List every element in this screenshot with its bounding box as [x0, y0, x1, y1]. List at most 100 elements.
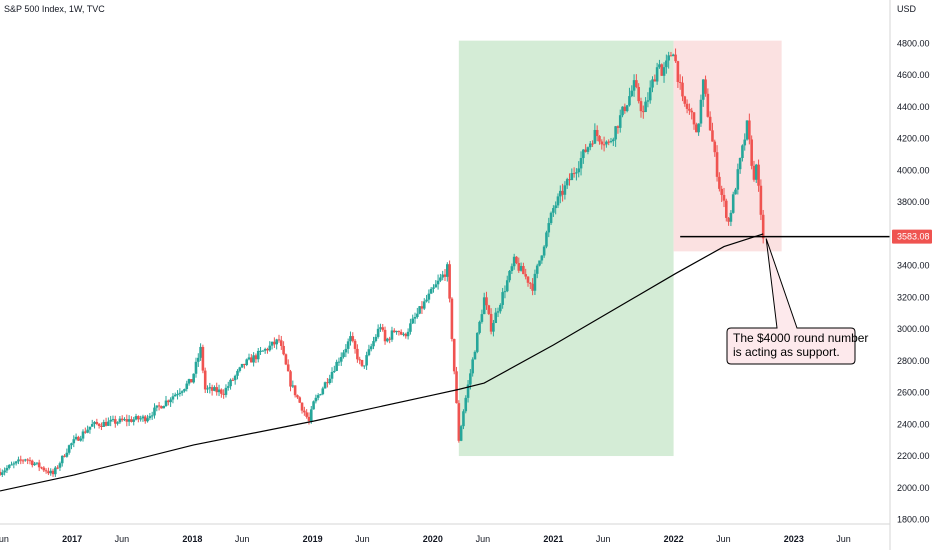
candle: [137, 415, 140, 423]
callout-text: The $4000 round number: [733, 331, 868, 345]
moving-average-line: [0, 233, 764, 492]
candle: [213, 385, 216, 392]
candle: [28, 457, 32, 465]
candle: [754, 163, 758, 183]
candle: [434, 280, 438, 288]
candle: [628, 87, 631, 107]
candle: [485, 291, 488, 310]
candle: [185, 380, 189, 392]
x-tick-label: 2017: [62, 534, 82, 544]
candle: [379, 323, 382, 332]
candle: [595, 125, 599, 142]
candle: [183, 388, 186, 393]
candle: [365, 351, 368, 370]
candle: [637, 83, 640, 104]
candle: [250, 354, 253, 363]
candle: [432, 284, 435, 293]
x-tick-label: 2022: [664, 534, 684, 544]
candle: [63, 454, 66, 458]
candle: [102, 419, 106, 428]
x-tick-label: 2019: [303, 534, 323, 544]
candle: [26, 458, 29, 465]
candle: [614, 125, 617, 147]
y-tick-label: 3200.00: [897, 292, 930, 302]
candle: [143, 415, 147, 424]
candle: [635, 74, 638, 89]
candle: [150, 411, 154, 420]
candle: [33, 461, 36, 466]
candle: [42, 466, 46, 473]
candle: [715, 145, 719, 182]
candle: [558, 185, 562, 204]
candle: [383, 326, 387, 345]
candle: [736, 163, 740, 195]
candle: [97, 422, 101, 429]
candle: [660, 63, 664, 76]
candle: [641, 105, 645, 119]
y-tick-label: 4200.00: [897, 134, 930, 144]
candle: [173, 392, 177, 397]
candle: [621, 106, 624, 118]
candle: [724, 198, 728, 222]
y-tick-label: 3400.00: [897, 261, 930, 271]
candle: [125, 414, 129, 427]
candle: [390, 326, 394, 342]
candle: [722, 187, 726, 208]
candle: [256, 347, 260, 363]
candle: [535, 263, 539, 279]
x-tick-label: Jun: [476, 534, 491, 544]
candle: [243, 363, 246, 369]
candle: [19, 455, 23, 465]
candle: [607, 139, 611, 146]
candle: [600, 139, 604, 150]
candle: [330, 367, 334, 383]
candle: [572, 167, 576, 178]
candle: [86, 425, 89, 434]
candle: [653, 74, 657, 82]
candle: [678, 74, 682, 90]
candle: [123, 417, 126, 422]
candle: [120, 415, 124, 422]
candle: [409, 318, 412, 335]
candle: [118, 416, 122, 424]
candle: [141, 414, 145, 422]
candle: [429, 286, 433, 294]
candle: [505, 275, 509, 293]
candle: [547, 217, 551, 238]
candle: [542, 245, 546, 258]
candle: [480, 309, 484, 324]
candle: [570, 168, 574, 181]
candle: [277, 334, 281, 343]
candle: [699, 94, 703, 127]
candle: [561, 183, 564, 202]
candle: [612, 137, 615, 147]
candle: [503, 285, 507, 299]
candle: [598, 135, 601, 145]
currency-label: USD: [897, 4, 917, 14]
candle: [10, 461, 13, 466]
candle: [605, 140, 608, 148]
candle: [658, 59, 661, 69]
candle: [81, 429, 85, 442]
candle: [644, 97, 647, 113]
candle: [489, 308, 493, 335]
candle: [12, 461, 16, 469]
x-tick-label: Jun: [596, 534, 611, 544]
candle: [363, 365, 366, 369]
candle: [757, 159, 760, 192]
x-tick-label: Jun: [716, 534, 731, 544]
x-tick-label: 2018: [182, 534, 202, 544]
candle: [529, 281, 532, 289]
candle: [402, 332, 405, 337]
candle: [759, 179, 763, 221]
candle: [79, 435, 82, 442]
candle: [669, 51, 673, 57]
y-tick-label: 1800.00: [897, 515, 930, 525]
candle: [51, 468, 55, 477]
candle: [130, 416, 133, 423]
candle: [522, 262, 525, 275]
candle: [339, 352, 343, 366]
candle: [201, 344, 205, 374]
candle: [0, 468, 2, 477]
y-tick-label: 4600.00: [897, 70, 930, 80]
